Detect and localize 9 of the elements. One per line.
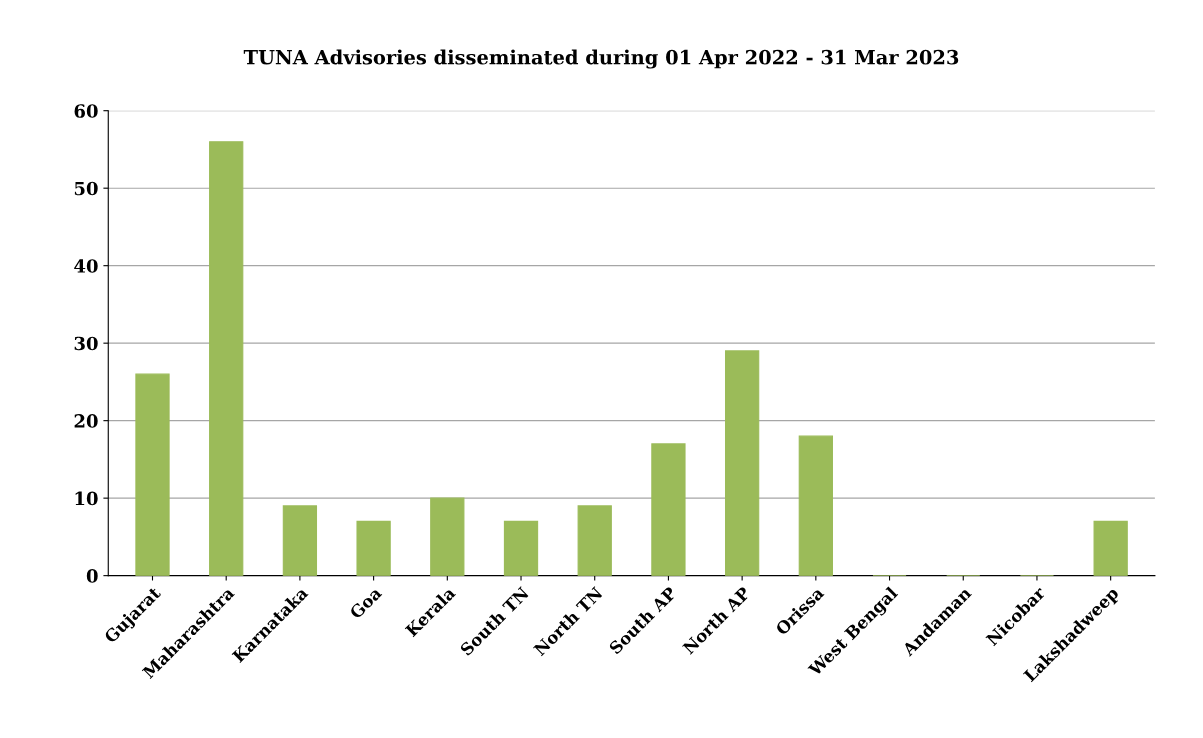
chart-title: TUNA Advisories disseminated during 01 Apr 2022 - 31 Mar 2023 xyxy=(243,49,959,69)
y-tick-label: 10 xyxy=(75,491,98,506)
x-tick-label: Goa xyxy=(348,585,383,620)
y-tick-label: 0 xyxy=(86,569,98,583)
y-tick-label: 30 xyxy=(74,336,98,351)
y-tick-label: 40 xyxy=(74,259,98,273)
y-tick-label: 20 xyxy=(74,414,98,428)
y-tick-label: 50 xyxy=(74,181,98,196)
y-tick-label: 60 xyxy=(74,104,98,118)
